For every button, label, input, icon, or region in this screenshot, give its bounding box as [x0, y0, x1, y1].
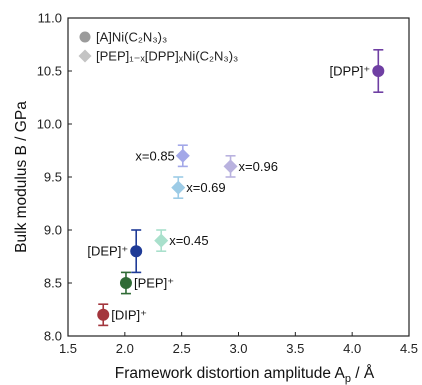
circle-marker [119, 277, 132, 289]
point-label: [DEP]⁺ [87, 244, 128, 259]
legend-item-circle: [A]Ni(C₂N₃)₃ [79, 30, 167, 45]
x-tick-label: 2.0 [116, 341, 134, 356]
data-point-x-0-45: x=0.45 [154, 229, 209, 252]
legend-circle-marker [79, 31, 91, 43]
y-tick-label: 10.5 [37, 64, 62, 79]
x-tick-label: 2.5 [173, 341, 191, 356]
diamond-marker [171, 180, 186, 195]
x-axis-title: Framework distortion amplitude Ap / Å [115, 365, 375, 385]
data-point-x-0-69: x=0.69 [171, 176, 226, 199]
circle-marker [372, 65, 385, 77]
x-tick-label: 3.5 [286, 341, 304, 356]
circle-marker [130, 245, 143, 258]
x-tick-label: 3.0 [229, 341, 247, 356]
data-point-dip: [DIP]⁺ [97, 303, 147, 327]
x-tick-label: 4.5 [400, 341, 418, 356]
data-point-pep: [PEP]⁺ [119, 271, 174, 295]
y-tick-label: 9.0 [44, 223, 62, 238]
legend-label: [PEP]₁₋ₓ[DPP]ₓNi(C₂N₃)₃ [96, 49, 238, 64]
diamond-marker [223, 159, 238, 174]
x-axis-ticks: 1.5 2.0 2.5 3.0 3.5 4.0 4.5 [59, 332, 418, 356]
point-label: x=0.96 [239, 159, 278, 174]
point-label: [DIP]⁺ [111, 307, 147, 322]
y-tick-label: 10.0 [37, 117, 62, 132]
data-point-dpp: [DPP]⁺ [329, 48, 385, 93]
x-tick-label: 4.0 [343, 341, 361, 356]
y-tick-label: 8.0 [44, 329, 62, 344]
legend-diamond-marker [78, 49, 92, 63]
y-tick-label: 11.0 [38, 11, 62, 26]
diamond-marker [154, 233, 169, 248]
data-point-dep: [DEP]⁺ [87, 229, 143, 274]
point-label: [DPP]⁺ [329, 64, 370, 79]
y-axis-title: Bulk modulus B / GPa [13, 101, 30, 253]
y-tick-label: 9.5 [44, 170, 62, 185]
diamond-marker [175, 148, 190, 163]
y-axis-ticks: 8.0 8.5 9.0 9.5 10.0 10.5 11.0 [37, 11, 72, 344]
circle-marker [97, 308, 110, 321]
x-tick-label: 1.5 [59, 341, 77, 356]
axis-titles: Framework distortion amplitude Ap / Å Bul… [13, 101, 375, 385]
legend: [A]Ni(C₂N₃)₃ [PEP]₁₋ₓ[DPP]ₓNi(C₂N₃)₃ [78, 30, 238, 64]
y-tick-label: 8.5 [44, 276, 62, 291]
point-label: x=0.45 [169, 233, 208, 248]
legend-item-diamond: [PEP]₁₋ₓ[DPP]ₓNi(C₂N₃)₃ [78, 49, 238, 64]
legend-label: [A]Ni(C₂N₃)₃ [96, 30, 167, 45]
point-label: [PEP]⁺ [134, 276, 174, 291]
point-label: x=0.69 [186, 180, 225, 195]
data-point-x-0-96: x=0.96 [223, 155, 278, 178]
point-label: x=0.85 [135, 148, 174, 163]
data-point-x-0-85: x=0.85 [135, 144, 190, 168]
data-points: [DIP]⁺ [PEP]⁺ [DEP]⁺ [DPP]⁺ x=0.45 x=0.69 x=0.… [87, 48, 385, 327]
